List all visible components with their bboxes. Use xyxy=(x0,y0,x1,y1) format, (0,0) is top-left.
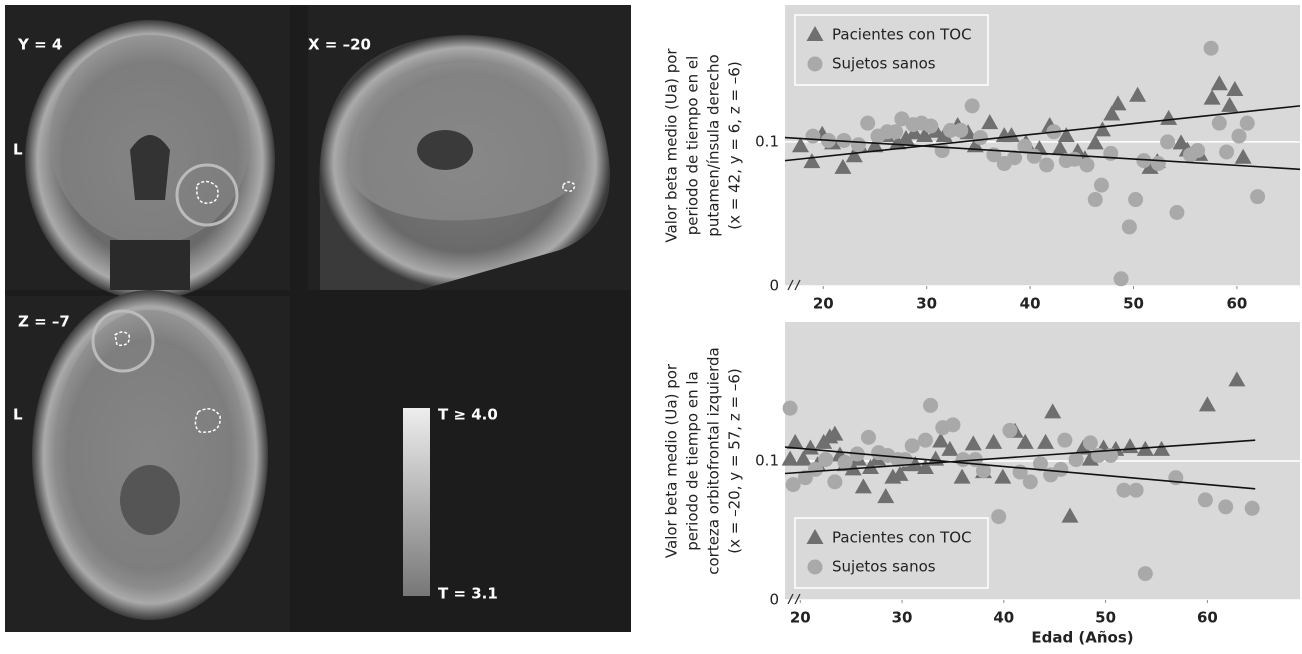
point-circle xyxy=(945,417,960,432)
point-circle xyxy=(973,130,988,145)
y-axis-title: (x = 42, y = 6, z = –6) xyxy=(726,61,744,229)
y-axis-title: Valor beta medio (Ua) por xyxy=(663,363,681,558)
point-circle xyxy=(1212,116,1227,131)
x-tick-label: 60 xyxy=(1226,295,1247,313)
y-axis-title: putamen/ínsula derecho xyxy=(705,54,723,236)
side-label: L xyxy=(13,406,23,424)
x-tick-label: 30 xyxy=(892,609,913,627)
point-circle xyxy=(851,137,866,152)
point-circle xyxy=(923,119,938,134)
x-tick-label: 50 xyxy=(1123,295,1144,313)
point-circle xyxy=(1219,144,1234,159)
colorbar xyxy=(403,408,430,596)
point-circle xyxy=(861,430,876,445)
x-tick-label: 50 xyxy=(1095,609,1116,627)
y-axis-title: Valor beta medio (Ua) por xyxy=(663,48,681,243)
point-circle xyxy=(1002,423,1017,438)
point-circle xyxy=(991,509,1006,524)
x-tick-label: 40 xyxy=(993,609,1014,627)
point-circle xyxy=(838,455,853,470)
sagittal-ventricle xyxy=(417,130,473,170)
point-circle xyxy=(918,433,933,448)
point-circle xyxy=(1128,192,1143,207)
point-circle xyxy=(905,438,920,453)
legend-label: Sujetos sanos xyxy=(832,55,936,73)
point-circle xyxy=(1057,433,1072,448)
y-tick-label: 0 xyxy=(769,591,779,609)
view-label: X = –20 xyxy=(308,36,371,54)
legend-label: Sujetos sanos xyxy=(832,558,936,576)
colorbar-label: T ≥ 4.0 xyxy=(438,406,498,424)
point-circle xyxy=(1122,219,1137,234)
point-circle xyxy=(923,398,938,413)
point-circle xyxy=(935,143,950,158)
point-circle xyxy=(953,123,968,138)
point-circle xyxy=(1245,501,1260,516)
point-circle xyxy=(1023,474,1038,489)
point-circle xyxy=(1198,492,1213,507)
point-circle xyxy=(1039,157,1054,172)
point-circle xyxy=(1151,156,1166,171)
view-label: Z = –7 xyxy=(18,313,70,331)
point-circle xyxy=(1114,271,1129,286)
x-tick-label: 40 xyxy=(1020,295,1041,313)
x-tick-label: 60 xyxy=(1197,609,1218,627)
point-circle xyxy=(805,129,820,144)
point-circle xyxy=(1231,129,1246,144)
legend-marker xyxy=(808,57,823,72)
side-label: L xyxy=(13,141,23,159)
y-axis-title: corteza orbitofrontal izquierda xyxy=(705,347,723,575)
x-tick-label: 30 xyxy=(916,295,937,313)
point-circle xyxy=(1240,116,1255,131)
figure: Y = 4 X = –20 Z = –7 L L T ≥ 4.0 T = 3.1… xyxy=(0,0,1302,650)
brainstem xyxy=(110,240,190,290)
legend: Pacientes con TOC Sujetos sanos xyxy=(795,15,988,85)
legend-label: Pacientes con TOC xyxy=(832,529,972,547)
point-circle xyxy=(1053,462,1068,477)
point-circle xyxy=(1069,452,1084,467)
point-circle xyxy=(818,452,833,467)
ventricles xyxy=(130,135,170,200)
x-tick-label: 20 xyxy=(813,295,834,313)
point-circle xyxy=(783,401,798,416)
point-circle xyxy=(827,474,842,489)
page: Y = 4 X = –20 Z = –7 L L T ≥ 4.0 T = 3.1… xyxy=(0,0,1302,650)
point-circle xyxy=(1160,134,1175,149)
point-circle xyxy=(888,124,903,139)
point-circle xyxy=(1083,435,1098,450)
legend-label: Pacientes con TOC xyxy=(832,26,972,44)
point-circle xyxy=(1204,41,1219,56)
y-axis-title: periodo de tiempo en el xyxy=(684,56,702,236)
point-circle xyxy=(1218,499,1233,514)
point-circle xyxy=(1129,483,1144,498)
axial-brainstem xyxy=(120,465,180,535)
point-circle xyxy=(860,116,875,131)
point-circle xyxy=(1027,149,1042,164)
brain-panel: Y = 4 X = –20 Z = –7 L L T ≥ 4.0 T = 3.1 xyxy=(5,5,631,632)
point-circle xyxy=(1079,157,1094,172)
legend: Pacientes con TOC Sujetos sanos xyxy=(795,518,988,588)
legend-marker xyxy=(808,560,823,575)
point-circle xyxy=(965,98,980,113)
y-axis-title: (x = –20, y = 57, z = –6) xyxy=(726,368,744,553)
point-circle xyxy=(1088,192,1103,207)
y-tick-label: 0.1 xyxy=(755,132,779,150)
y-axis-title: periodo de tiempo en la xyxy=(684,371,702,550)
point-circle xyxy=(1094,178,1109,193)
y-tick-label: 0 xyxy=(769,277,779,295)
point-circle xyxy=(1190,143,1205,158)
point-circle xyxy=(1169,205,1184,220)
x-axis-title: Edad (Años) xyxy=(1031,629,1133,647)
view-label: Y = 4 xyxy=(17,36,62,54)
colorbar-label: T = 3.1 xyxy=(438,585,498,603)
point-circle xyxy=(1250,189,1265,204)
y-tick-label: 0.1 xyxy=(755,452,779,470)
point-circle xyxy=(1138,566,1153,581)
x-tick-label: 20 xyxy=(790,609,811,627)
